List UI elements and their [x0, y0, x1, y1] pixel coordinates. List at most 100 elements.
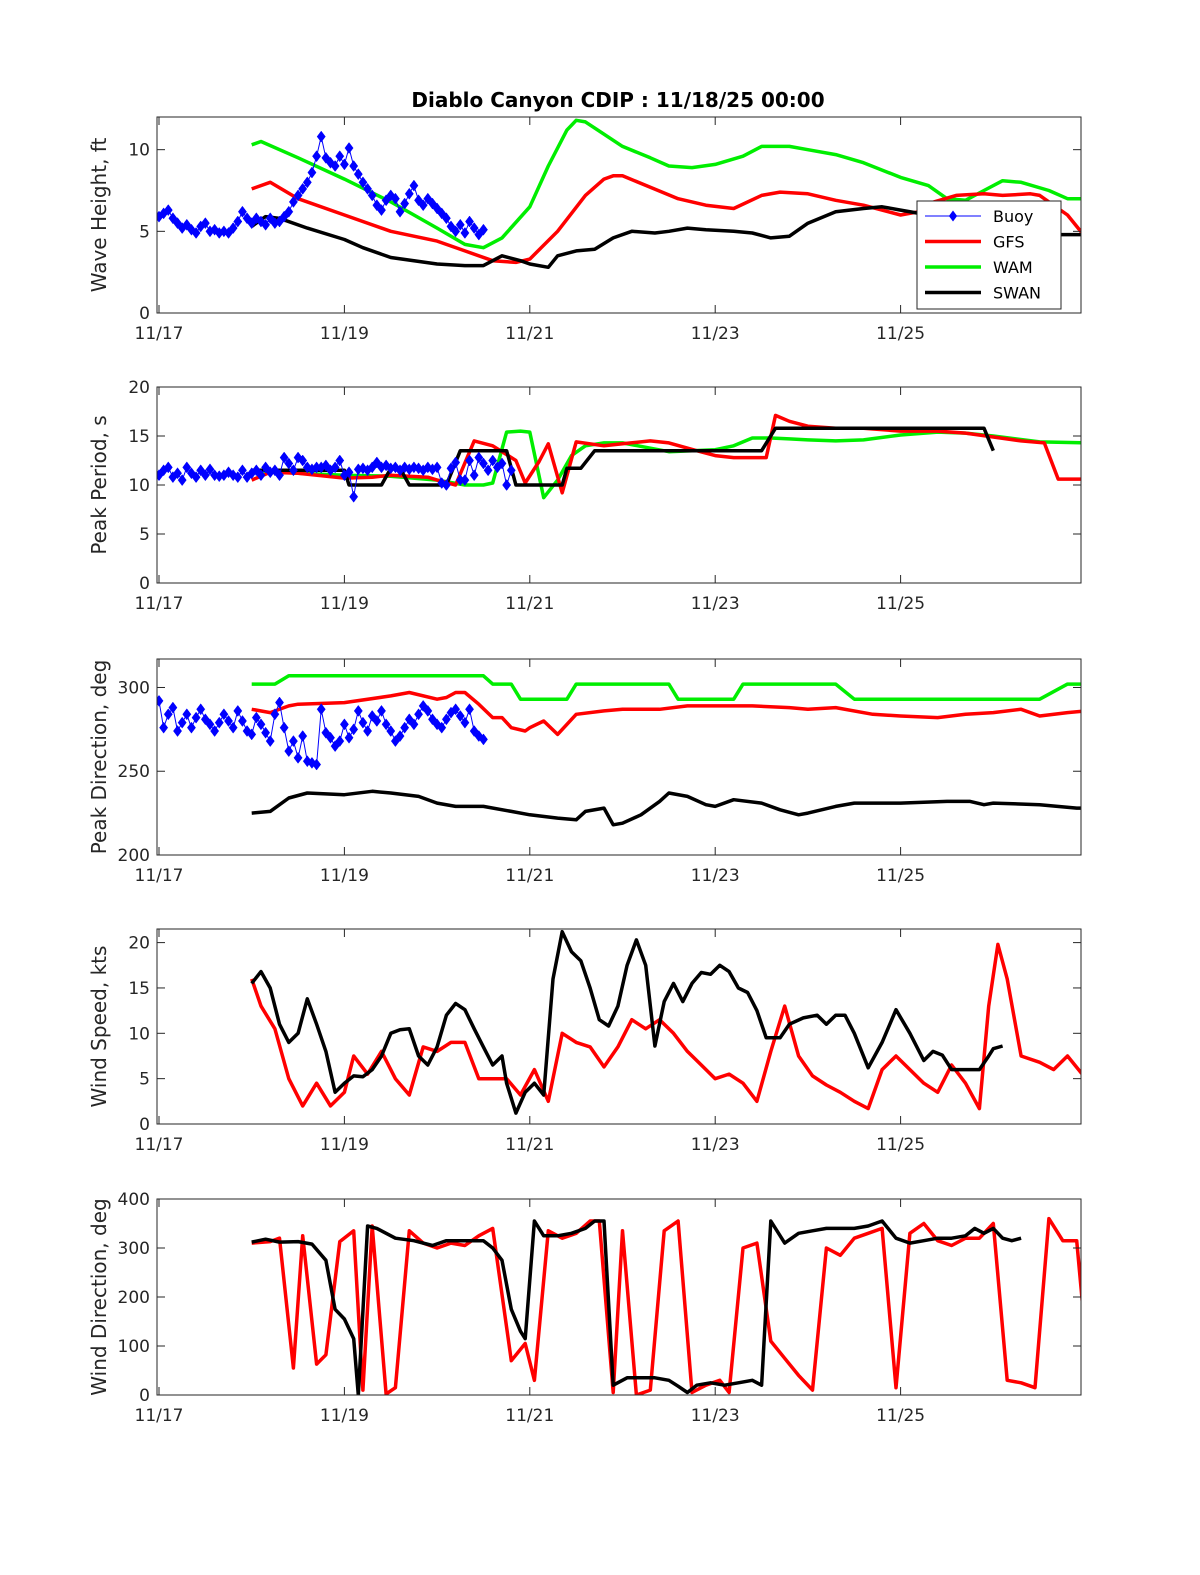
y-tick-label: 10 — [128, 1024, 150, 1044]
buoy-point — [214, 716, 224, 729]
buoy-point — [377, 204, 386, 217]
series-line-gfs — [250, 942, 1081, 1111]
x-tick-label: 11/19 — [320, 866, 369, 886]
buoy-point — [163, 461, 173, 474]
buoy-point — [335, 454, 345, 467]
buoy-point — [506, 464, 516, 477]
y-axis-label: Wind Speed, kts — [87, 946, 111, 1108]
buoy-point — [358, 176, 368, 189]
legend: Buoy GFS WAM SWAN — [916, 200, 1062, 310]
buoy-point — [353, 168, 363, 181]
legend-label: SWAN — [993, 284, 1041, 303]
buoy-point — [465, 454, 474, 467]
buoy-point — [377, 705, 386, 717]
buoy-point — [409, 718, 419, 731]
y-tick-label: 400 — [118, 1190, 150, 1210]
x-tick-label: 11/19 — [320, 1406, 369, 1426]
series-group — [251, 1216, 1081, 1395]
buoy-point — [298, 454, 308, 467]
series-group — [157, 413, 1081, 503]
x-tick-label: 11/21 — [505, 1406, 554, 1426]
buoy-point — [432, 461, 442, 474]
series-line-gfs — [251, 690, 1081, 737]
buoy-point — [400, 197, 410, 210]
buoy-point — [228, 222, 238, 234]
buoy-point — [344, 466, 354, 479]
x-tick-label: 11/23 — [691, 324, 740, 344]
y-tick-label: 5 — [139, 222, 150, 242]
y-tick-label: 0 — [139, 304, 150, 324]
buoy-point — [455, 710, 465, 722]
panels: 0 5 10 11/17 11/19 11/21 11/23 11/25 Wave Height… — [87, 116, 1082, 1426]
buoy-point — [279, 721, 289, 734]
buoy-point — [275, 469, 284, 482]
buoy-point — [312, 150, 322, 163]
buoy-point — [284, 745, 294, 758]
buoy-point — [293, 751, 303, 764]
buoy-point — [182, 708, 192, 721]
x-tick-label: 11/21 — [505, 1135, 554, 1155]
axes-box — [156, 116, 1082, 314]
buoy-point — [460, 716, 470, 729]
x-tick-label: 11/17 — [135, 1135, 184, 1155]
y-tick-label: 250 — [118, 762, 150, 782]
buoy-point — [404, 187, 414, 200]
y-tick-label: 10 — [128, 476, 150, 496]
buoy-point — [177, 716, 187, 729]
buoy-point — [316, 130, 326, 143]
y-tick-label: 15 — [128, 979, 150, 999]
panel-wave-height-ft: 0 5 10 11/17 11/19 11/21 11/23 11/25 Wave Height… — [87, 116, 1082, 344]
legend-label: WAM — [993, 258, 1033, 277]
x-tick-label: 11/23 — [691, 866, 740, 886]
buoy-point — [335, 150, 345, 163]
buoy-point — [395, 205, 405, 218]
buoy-point — [381, 718, 391, 731]
axes-box — [156, 658, 1082, 856]
y-tick-label: 5 — [139, 525, 150, 545]
x-tick-label: 11/23 — [691, 594, 740, 614]
buoy-point — [465, 215, 474, 228]
buoy-point — [251, 711, 261, 724]
buoy-point — [367, 189, 377, 202]
panel-wind-speed-kts: 0 5 10 15 20 11/17 11/19 11/21 11/23 11/25 Wind Sp… — [87, 928, 1082, 1155]
legend-item-swan: SWAN — [925, 284, 1041, 303]
buoy-point — [288, 735, 298, 748]
buoy-point — [479, 733, 488, 746]
buoy-point — [460, 474, 470, 487]
x-tick-label: 11/17 — [135, 324, 184, 344]
series-group — [250, 929, 1081, 1115]
panel-peak-direction-deg: 200 250 300 11/17 11/19 11/21 11/23 11/25 Peak D… — [87, 658, 1082, 886]
buoy-point — [414, 708, 423, 721]
buoy-point — [441, 713, 451, 726]
buoy-point — [451, 225, 461, 238]
y-axis-label: Peak Period, s — [87, 415, 111, 554]
series-line-wam — [251, 674, 1081, 701]
series-line-swan — [251, 789, 1081, 827]
buoy-point — [344, 142, 354, 154]
buoy-point — [302, 176, 312, 189]
y-tick-label: 300 — [118, 678, 150, 698]
buoy-point — [200, 469, 210, 482]
buoy-point — [256, 718, 266, 731]
buoy-point — [316, 703, 326, 716]
x-tick-label: 11/25 — [876, 1406, 925, 1426]
buoy-point — [163, 204, 173, 217]
x-tick-label: 11/25 — [876, 324, 925, 344]
buoy-point — [497, 457, 507, 470]
buoy-point — [191, 471, 201, 484]
y-tick-label: 10 — [128, 141, 150, 161]
series-line-gfs — [251, 413, 1081, 495]
buoy-point — [441, 212, 451, 225]
y-tick-label: 0 — [139, 1386, 150, 1406]
series-group — [157, 674, 1081, 827]
series-line-gfs — [251, 174, 1081, 265]
x-tick-label: 11/25 — [876, 594, 925, 614]
x-tick-label: 11/21 — [505, 594, 554, 614]
x-tick-label: 11/25 — [876, 1135, 925, 1155]
buoy-point — [386, 725, 396, 737]
series-line-wam — [251, 429, 1081, 500]
buoy-point — [423, 705, 433, 717]
buoy-point — [284, 457, 294, 470]
buoy-point — [363, 725, 373, 737]
